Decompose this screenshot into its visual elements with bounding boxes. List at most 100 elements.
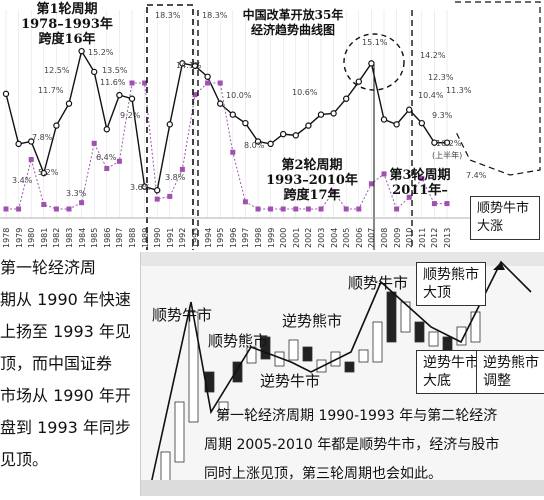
cycle2-title: 第2轮周期 1993–2010年 跨度17年 <box>266 158 358 203</box>
candlestick <box>260 336 271 360</box>
data-label: 3.6% <box>130 183 151 192</box>
x-tick-label: 1999 <box>266 227 276 248</box>
trend-arrow-line <box>150 260 532 485</box>
data-point <box>141 183 148 190</box>
data-point <box>192 92 198 98</box>
data-point <box>393 121 400 128</box>
data-point <box>267 140 274 148</box>
x-tick-label: 1986 <box>102 227 112 248</box>
left-text-line: 盘到 1993 年同步 <box>0 418 131 437</box>
x-tick-label: 1995 <box>216 227 226 248</box>
data-label: 14.2% <box>420 51 446 60</box>
data-label: 3.3% <box>66 189 87 198</box>
data-point <box>28 138 35 145</box>
data-point <box>418 119 425 127</box>
economic-trend-chart: 11.7% 7.8% 5.2% 3.4% 12.5% 3.3% 15.2% 13.5% 11.6… <box>0 1 541 250</box>
bottom-explanation: 第一轮经济周期 1990-1993 年与第二轮经济 周期 2005-2010 年… <box>204 408 500 482</box>
data-point <box>343 95 350 102</box>
candlestick <box>160 451 171 483</box>
data-point <box>66 206 72 212</box>
data-point <box>90 68 98 76</box>
data-label: 8.0% <box>244 141 265 150</box>
data-point <box>355 78 362 85</box>
data-point <box>128 95 136 102</box>
left-text-line: 期从 1990 年快速 <box>0 290 131 309</box>
label-bull2: 顺势牛市 <box>348 274 409 292</box>
data-point <box>381 171 387 177</box>
left-explanation: 第一轮经济周 期从 1990 年快速 上扬至 1993 年见 顶，而中国证券 市场从 1… <box>0 252 140 476</box>
data-point <box>116 158 122 164</box>
data-point <box>78 47 85 55</box>
left-text-line: 顶，而中国证券 <box>0 354 113 373</box>
candlestick <box>456 326 467 346</box>
candlestick <box>174 401 185 463</box>
data-label: 15.2% <box>88 48 114 57</box>
data-label: 5.2% <box>38 168 59 177</box>
left-text-line: 见顶。 <box>0 450 49 469</box>
data-label: 11.7% <box>38 86 64 95</box>
data-point <box>331 189 337 195</box>
x-tick-label: 1978 <box>2 227 11 248</box>
data-label: 18.3% <box>202 11 228 20</box>
data-label: 3.4% <box>12 176 33 185</box>
x-tick-label: 2012 <box>430 227 440 248</box>
label-rev-bull: 逆势牛市 <box>260 372 321 390</box>
data-point <box>293 206 299 212</box>
data-point <box>153 187 161 194</box>
data-point <box>431 139 438 146</box>
data-point <box>116 91 123 99</box>
data-label: 10.6% <box>292 88 318 97</box>
x-tick-label: 1982 <box>52 227 62 248</box>
data-point <box>142 80 148 86</box>
data-point <box>444 201 450 207</box>
data-point <box>343 206 349 212</box>
data-label: 15.1% <box>362 38 388 47</box>
x-tick-label: 1996 <box>228 227 238 248</box>
x-tick-label: 2010 <box>405 227 415 248</box>
data-label: (上半年) <box>432 150 462 160</box>
data-label: 18.3% <box>155 11 181 20</box>
data-label: 10.4% <box>418 91 444 100</box>
data-point <box>330 110 337 117</box>
x-tick-label: 2005 <box>342 227 352 248</box>
data-point <box>368 181 374 187</box>
data-point <box>15 140 22 148</box>
x-tick-label: 2000 <box>279 227 289 248</box>
data-point <box>129 80 135 86</box>
data-point <box>28 157 34 162</box>
data-point <box>41 202 47 207</box>
data-label: 11.6% <box>100 78 126 87</box>
data-point <box>280 206 286 212</box>
data-point <box>91 140 97 146</box>
data-label: 14.1% <box>176 61 202 70</box>
data-point <box>179 60 186 67</box>
data-point <box>103 126 111 133</box>
data-point <box>317 111 325 118</box>
data-point <box>216 100 224 107</box>
label-rev-bear: 逆势熊市 <box>282 312 343 330</box>
label-bear-adjust: 逆势熊市调整 <box>476 350 544 394</box>
data-point <box>3 206 9 212</box>
data-label: 7.8% <box>32 133 53 142</box>
data-point <box>40 169 48 177</box>
x-tick-label: 1981 <box>39 227 49 248</box>
label-bull1: 顺势牛市 <box>152 306 213 324</box>
data-point <box>406 106 413 113</box>
x-tick-label: 2013 <box>443 227 452 248</box>
x-axis-years: 1978 1979 1980 1981 1982 1983 1984 1985 1986 1987… <box>0 218 470 250</box>
data-label: 13.5% <box>102 66 128 75</box>
data-point <box>406 194 412 200</box>
x-tick-label: 1984 <box>77 227 87 248</box>
data-point <box>53 122 60 129</box>
data-point <box>242 119 249 127</box>
label-rev-bull-bottom: 逆势牛市大底 <box>416 350 486 394</box>
data-label: 9.2% <box>120 111 141 120</box>
x-tick-label: 2009 <box>392 227 402 248</box>
x-tick-label: 2001 <box>291 227 301 248</box>
data-point <box>205 80 211 86</box>
label-bear1: 顺势熊市 <box>208 332 269 350</box>
data-point <box>167 193 173 199</box>
data-point <box>268 206 274 212</box>
candlestick <box>218 401 229 415</box>
x-tick-label: 2003 <box>317 227 326 248</box>
